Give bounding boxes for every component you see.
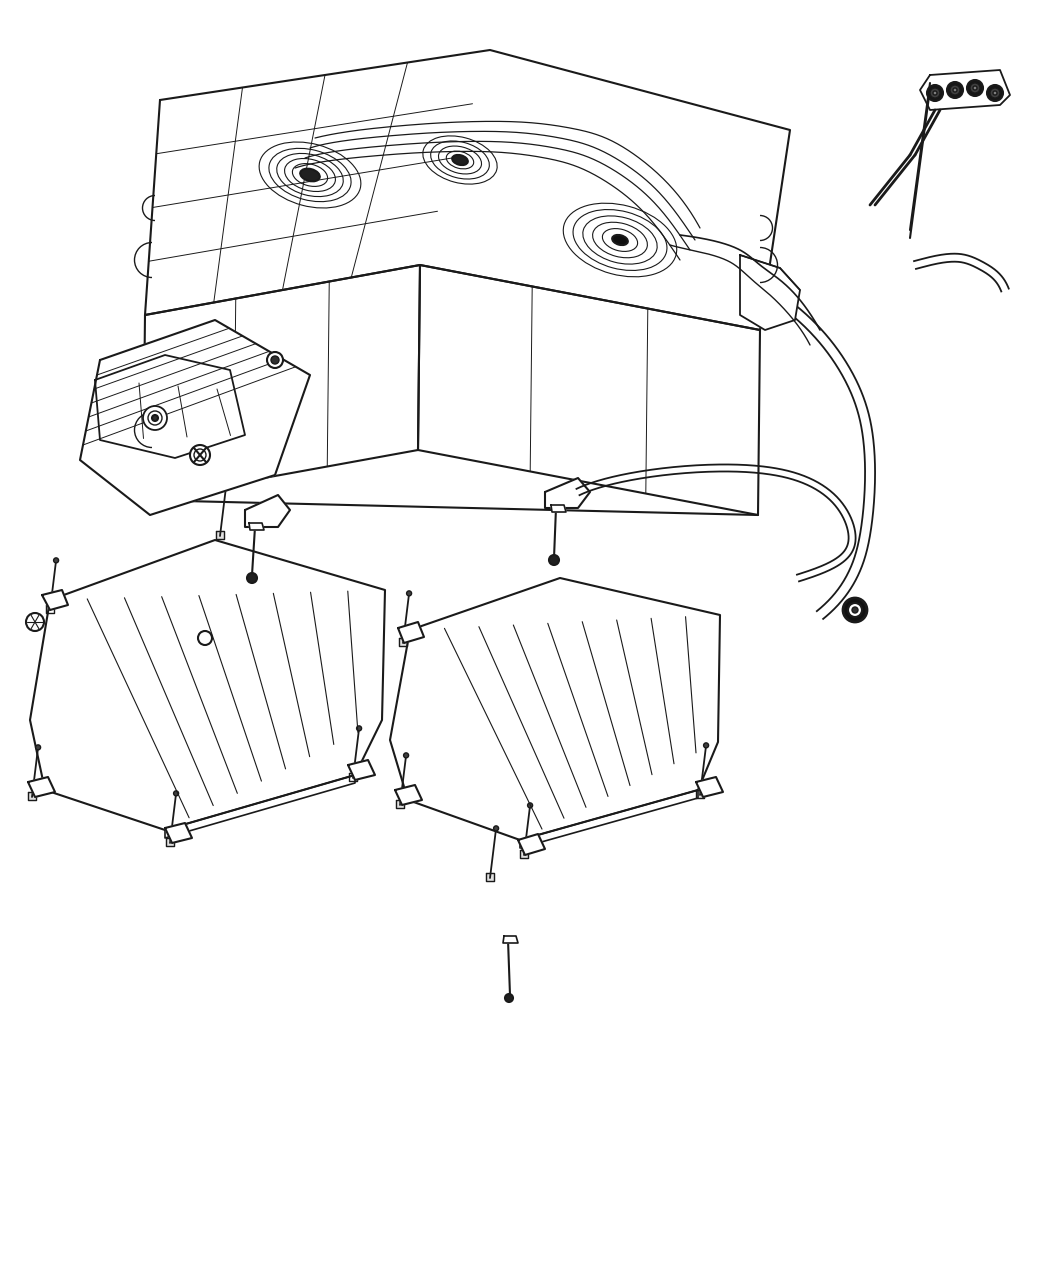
Polygon shape xyxy=(245,495,290,527)
Ellipse shape xyxy=(453,156,468,164)
Polygon shape xyxy=(503,936,518,944)
Polygon shape xyxy=(46,606,54,613)
Polygon shape xyxy=(910,83,930,238)
Polygon shape xyxy=(696,776,723,797)
Circle shape xyxy=(406,590,412,595)
Circle shape xyxy=(198,631,212,645)
Polygon shape xyxy=(920,70,1010,110)
Circle shape xyxy=(271,356,279,363)
Circle shape xyxy=(947,82,963,98)
Circle shape xyxy=(930,88,940,98)
Polygon shape xyxy=(486,873,494,881)
Polygon shape xyxy=(28,792,36,799)
Polygon shape xyxy=(910,110,940,156)
Circle shape xyxy=(505,994,513,1002)
Circle shape xyxy=(173,790,178,796)
Polygon shape xyxy=(418,265,760,515)
Polygon shape xyxy=(145,50,790,330)
Polygon shape xyxy=(398,622,424,643)
Circle shape xyxy=(357,725,361,731)
Polygon shape xyxy=(216,530,224,539)
Circle shape xyxy=(852,607,858,613)
Polygon shape xyxy=(870,156,915,205)
Polygon shape xyxy=(28,776,55,797)
Polygon shape xyxy=(395,785,422,805)
Polygon shape xyxy=(349,773,357,782)
Polygon shape xyxy=(42,590,68,609)
Circle shape xyxy=(54,558,59,562)
Polygon shape xyxy=(94,354,245,458)
Circle shape xyxy=(494,826,499,831)
Polygon shape xyxy=(249,523,264,530)
Polygon shape xyxy=(165,775,355,838)
Circle shape xyxy=(267,352,284,368)
Circle shape xyxy=(950,85,960,96)
Polygon shape xyxy=(518,834,545,856)
Polygon shape xyxy=(165,822,192,843)
Polygon shape xyxy=(399,638,407,646)
Polygon shape xyxy=(390,578,720,840)
Polygon shape xyxy=(166,838,174,847)
Circle shape xyxy=(190,445,210,465)
Polygon shape xyxy=(30,541,385,830)
Circle shape xyxy=(36,745,41,750)
Circle shape xyxy=(990,88,1000,98)
Circle shape xyxy=(224,484,229,488)
Circle shape xyxy=(148,411,162,425)
Circle shape xyxy=(549,555,559,565)
Polygon shape xyxy=(740,255,800,330)
Polygon shape xyxy=(396,799,404,808)
Ellipse shape xyxy=(300,168,320,181)
Circle shape xyxy=(403,752,408,757)
Polygon shape xyxy=(551,505,566,513)
Polygon shape xyxy=(143,265,420,500)
Ellipse shape xyxy=(612,235,628,245)
Circle shape xyxy=(152,414,158,421)
Circle shape xyxy=(933,91,937,96)
Circle shape xyxy=(843,598,867,622)
Circle shape xyxy=(993,91,998,96)
Polygon shape xyxy=(348,760,375,780)
Polygon shape xyxy=(80,320,310,515)
Circle shape xyxy=(194,449,206,462)
Circle shape xyxy=(26,613,44,631)
Circle shape xyxy=(970,83,980,93)
Circle shape xyxy=(247,572,257,583)
Polygon shape xyxy=(520,850,528,858)
Circle shape xyxy=(704,743,709,748)
Circle shape xyxy=(973,85,976,91)
Polygon shape xyxy=(696,790,704,798)
Circle shape xyxy=(967,80,983,96)
Circle shape xyxy=(987,85,1003,101)
Polygon shape xyxy=(520,790,698,848)
Polygon shape xyxy=(545,478,590,507)
Circle shape xyxy=(848,603,862,617)
Circle shape xyxy=(927,85,943,101)
Circle shape xyxy=(527,803,532,808)
Circle shape xyxy=(143,405,167,430)
Circle shape xyxy=(953,88,957,92)
